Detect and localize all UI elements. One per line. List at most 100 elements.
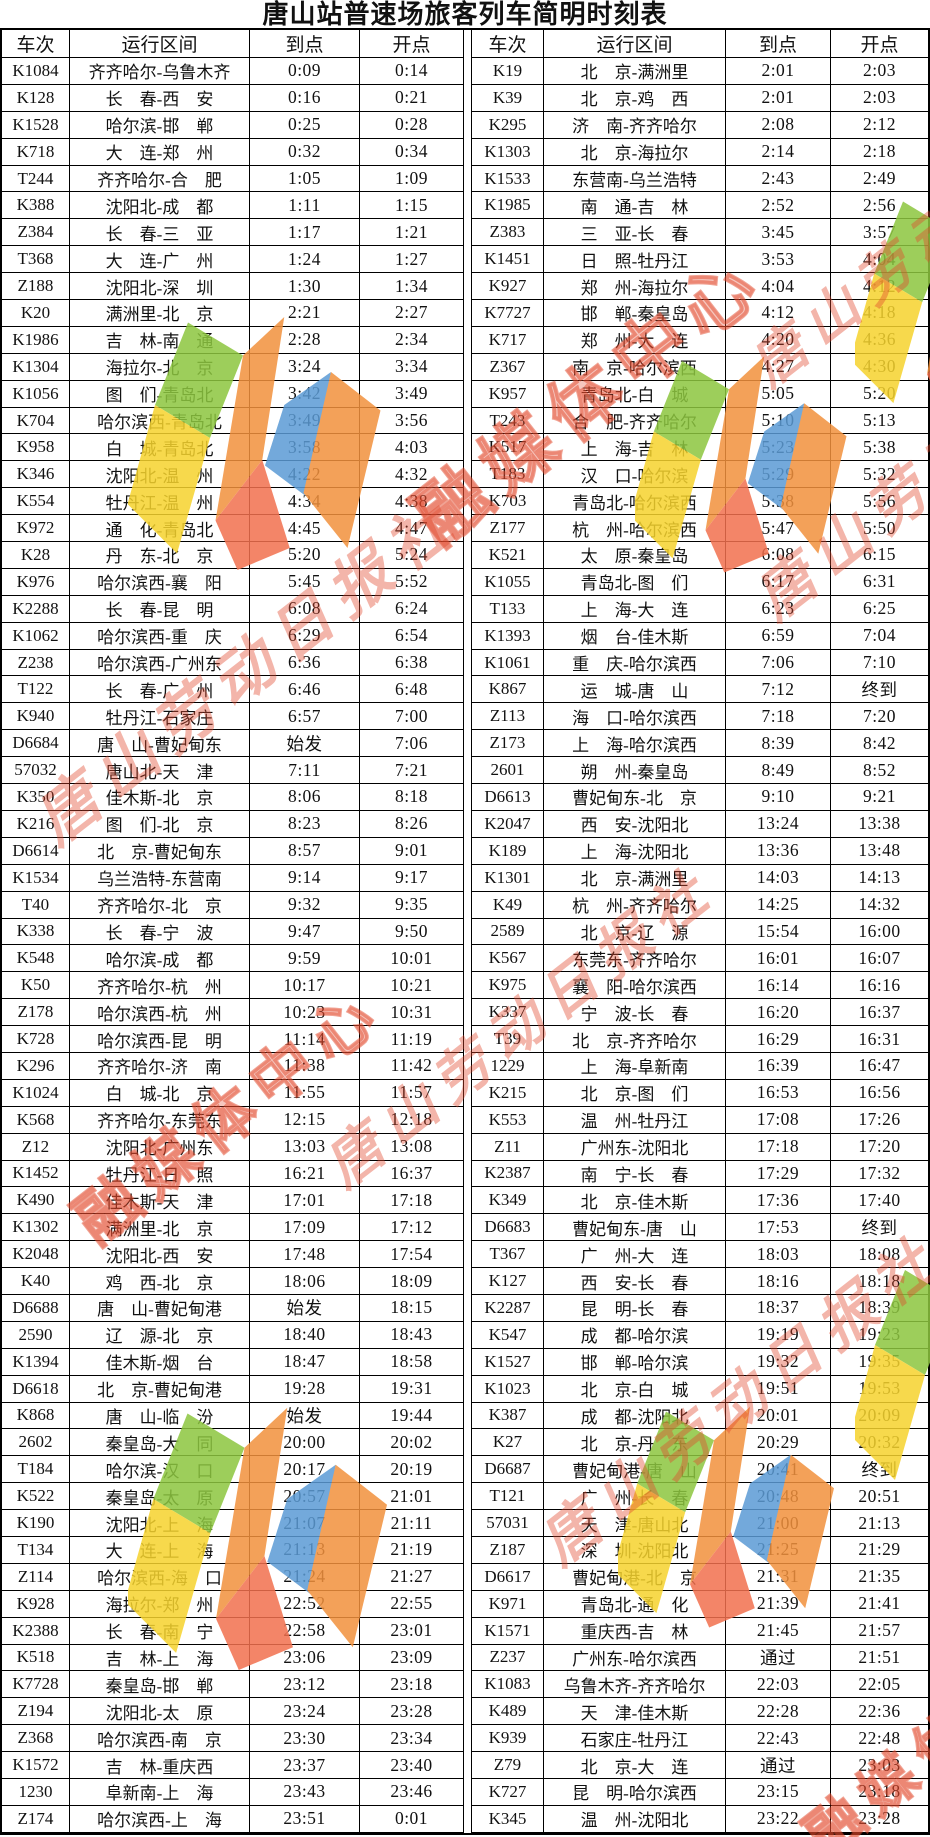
train-no-cell: Z114 bbox=[2, 1563, 70, 1591]
arrive-time-cell: 20:01 bbox=[726, 1402, 831, 1430]
train-no-cell: Z238 bbox=[2, 649, 70, 677]
arrive-time-cell: 2:01 bbox=[726, 84, 831, 112]
table-gutter bbox=[464, 380, 472, 408]
table-gutter bbox=[464, 1052, 472, 1080]
depart-time-cell: 9:35 bbox=[360, 891, 464, 919]
table-gutter bbox=[464, 1698, 472, 1726]
arrive-time-cell: 23:51 bbox=[250, 1805, 360, 1833]
depart-time-cell: 16:47 bbox=[831, 1053, 928, 1080]
route-cell: 温 州-牡丹江 bbox=[544, 1106, 726, 1134]
train-no-cell: Z368 bbox=[2, 1725, 70, 1753]
train-no-cell: K939 bbox=[472, 1725, 544, 1753]
route-cell: 哈尔滨-汉 口 bbox=[70, 1456, 250, 1484]
train-no-cell: K128 bbox=[2, 84, 70, 112]
depart-time-cell: 2:18 bbox=[831, 139, 928, 166]
train-no-cell: T184 bbox=[2, 1456, 70, 1484]
arrive-time-cell: 通过 bbox=[726, 1644, 831, 1672]
table-gutter bbox=[464, 1375, 472, 1403]
route-cell: 沈阳北-深 圳 bbox=[70, 273, 250, 301]
arrive-time-cell: 11:14 bbox=[250, 1026, 360, 1053]
route-cell: 阜新南-上 海 bbox=[70, 1779, 250, 1806]
depart-time-cell: 16:37 bbox=[831, 999, 928, 1027]
table-gutter bbox=[464, 407, 472, 435]
route-cell: 哈尔滨西-青岛北 bbox=[70, 407, 250, 435]
train-no-cell: K1061 bbox=[472, 649, 544, 677]
route-cell: 鸡 西-北 京 bbox=[70, 1268, 250, 1295]
arrive-time-cell: 9:59 bbox=[250, 945, 360, 973]
arrive-time-cell: 20:00 bbox=[250, 1429, 360, 1457]
table-gutter bbox=[464, 1563, 472, 1591]
route-cell: 哈尔滨-邯 郸 bbox=[70, 111, 250, 139]
table-gutter bbox=[464, 300, 472, 327]
page-title: 唐山站普速场旅客列车简明时刻表 bbox=[262, 0, 668, 29]
train-no-cell: Z384 bbox=[2, 219, 70, 247]
arrive-time-cell: 1:11 bbox=[250, 192, 360, 220]
depart-time-cell: 12:18 bbox=[360, 1106, 464, 1134]
depart-time-cell: 4:04 bbox=[831, 246, 928, 274]
depart-time-cell: 6:38 bbox=[360, 649, 464, 677]
route-cell: 哈尔滨西-襄 阳 bbox=[70, 568, 250, 596]
train-no-cell: K1024 bbox=[2, 1079, 70, 1107]
train-no-cell: K1301 bbox=[472, 864, 544, 892]
depart-time-cell: 6:25 bbox=[831, 596, 928, 623]
route-cell: 郑 州-大 连 bbox=[544, 326, 726, 354]
depart-time-cell: 9:21 bbox=[831, 784, 928, 811]
depart-time-cell: 1:34 bbox=[360, 273, 464, 301]
route-cell: 白 城-青岛北 bbox=[70, 434, 250, 462]
route-cell: 石家庄-牡丹江 bbox=[544, 1725, 726, 1753]
depart-time-cell: 4:12 bbox=[831, 273, 928, 301]
depart-time-cell: 终到 bbox=[831, 1456, 928, 1484]
arrive-time-cell: 7:18 bbox=[726, 703, 831, 731]
arrive-time-cell: 8:06 bbox=[250, 784, 360, 811]
arrive-time-cell: 6:57 bbox=[250, 703, 360, 731]
route-cell: 运 城-唐 山 bbox=[544, 676, 726, 704]
arrive-time-cell: 4:22 bbox=[250, 461, 360, 489]
arrive-time-cell: 5:47 bbox=[726, 515, 831, 543]
depart-time-cell: 1:15 bbox=[360, 192, 464, 220]
depart-time-cell: 21:41 bbox=[831, 1591, 928, 1618]
arrive-time-cell: 22:58 bbox=[250, 1617, 360, 1645]
arrive-time-cell: 21:25 bbox=[726, 1536, 831, 1564]
depart-time-cell: 21:11 bbox=[360, 1510, 464, 1537]
table-gutter bbox=[464, 1160, 472, 1188]
arrive-time-cell: 0:09 bbox=[250, 58, 360, 85]
arrive-time-cell: 16:29 bbox=[726, 1026, 831, 1053]
depart-time-cell: 22:36 bbox=[831, 1698, 928, 1726]
depart-time-cell: 18:43 bbox=[360, 1321, 464, 1349]
arrive-time-cell: 23:30 bbox=[250, 1725, 360, 1753]
train-no-cell: K717 bbox=[472, 326, 544, 354]
arrive-time-cell: 15:54 bbox=[726, 918, 831, 946]
depart-time-cell: 1:09 bbox=[360, 165, 464, 193]
train-no-cell: D6684 bbox=[2, 730, 70, 758]
arrive-time-cell: 始发 bbox=[250, 1294, 360, 1322]
depart-time-cell: 3:56 bbox=[360, 407, 464, 435]
table-gutter bbox=[464, 1106, 472, 1134]
table-gutter bbox=[464, 1510, 472, 1537]
train-no-cell: T133 bbox=[472, 595, 544, 623]
depart-time-cell: 2:49 bbox=[831, 166, 928, 193]
train-no-cell: K957 bbox=[472, 380, 544, 408]
train-no-cell: D6688 bbox=[2, 1294, 70, 1322]
table-gutter bbox=[464, 488, 472, 516]
depart-time-cell: 4:30 bbox=[831, 354, 928, 381]
route-cell: 沈阳北-温 州 bbox=[70, 461, 250, 489]
column-header: 车次 bbox=[2, 30, 70, 58]
arrive-time-cell: 2:28 bbox=[250, 326, 360, 354]
train-no-cell: K1302 bbox=[2, 1214, 70, 1242]
table-gutter bbox=[464, 1268, 472, 1295]
train-no-cell: K976 bbox=[2, 568, 70, 596]
depart-time-cell: 22:48 bbox=[831, 1725, 928, 1753]
arrive-time-cell: 23:12 bbox=[250, 1671, 360, 1699]
train-no-cell: K703 bbox=[472, 488, 544, 516]
train-no-cell: K349 bbox=[472, 1187, 544, 1215]
route-cell: 大 连-广 州 bbox=[70, 246, 250, 274]
arrive-time-cell: 18:37 bbox=[726, 1294, 831, 1322]
arrive-time-cell: 2:52 bbox=[726, 192, 831, 220]
route-cell: 齐齐哈尔-乌鲁木齐 bbox=[70, 58, 250, 85]
table-gutter bbox=[464, 1348, 472, 1376]
train-no-cell: K1985 bbox=[472, 192, 544, 220]
train-no-cell: K7728 bbox=[2, 1671, 70, 1699]
train-no-cell: K2387 bbox=[472, 1160, 544, 1188]
table-gutter bbox=[464, 1133, 472, 1161]
route-cell: 沈阳北-广州东 bbox=[70, 1133, 250, 1161]
